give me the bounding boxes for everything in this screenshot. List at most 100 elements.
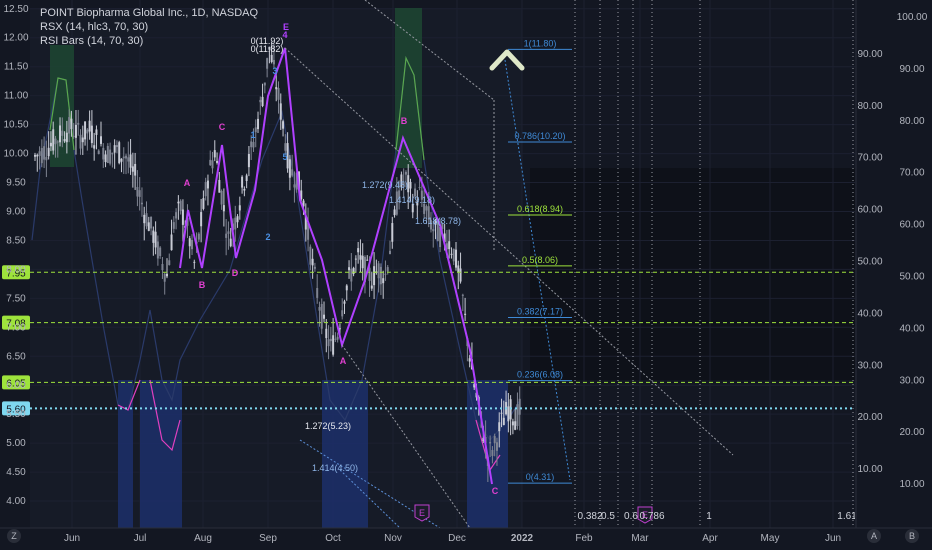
candle-body	[118, 142, 121, 164]
oscillator-axis-tick: 10.00	[857, 464, 882, 475]
candle-body	[115, 145, 118, 148]
candle-body	[445, 243, 448, 250]
candle-body	[175, 212, 178, 219]
auto-scale-label: A	[871, 531, 877, 541]
rsi-overbought-box	[395, 8, 422, 168]
oscillator-axis-tick: 90.00	[899, 64, 924, 75]
candle-body	[134, 163, 137, 176]
oscillator-axis-tick: 30.00	[899, 375, 924, 386]
candle-body	[261, 96, 264, 106]
candle-body	[427, 206, 430, 220]
candle-body	[361, 255, 364, 269]
price-axis-tick: 4.50	[6, 467, 26, 478]
candle-body	[97, 150, 100, 155]
fib-level-label: 0(4.31)	[526, 472, 555, 482]
legend-indicator-rsx[interactable]: RSX (14, hlc3, 70, 30)	[40, 21, 149, 33]
candle-body	[177, 201, 180, 204]
candle-body	[368, 267, 371, 281]
candle-body	[407, 175, 410, 193]
candle-body	[332, 335, 335, 355]
candle-body	[457, 265, 460, 272]
candle-body	[309, 246, 312, 265]
candle-body	[354, 258, 357, 260]
time-fib-label: 0.786	[639, 511, 664, 522]
candle-body	[143, 214, 146, 224]
candle-body	[163, 273, 166, 282]
candle-body	[468, 358, 471, 362]
candle-body	[95, 129, 98, 135]
price-axis-tick: 7.00	[6, 322, 26, 333]
candle-body	[288, 159, 291, 178]
candle-body	[443, 233, 446, 243]
candle-body	[138, 190, 141, 197]
candle-body	[257, 118, 260, 130]
candle-body	[498, 422, 501, 432]
wave-label: C	[492, 486, 499, 496]
candle-body	[400, 174, 403, 188]
scale-settings-icon[interactable]	[905, 529, 919, 543]
price-level-tag-label: 5.60	[6, 404, 26, 415]
candle-body	[81, 137, 84, 143]
price-axis-tick: 11.00	[4, 91, 29, 102]
fib-extension-label: 1.272(9.45)	[362, 180, 408, 190]
zoom-control-label: Z	[11, 531, 17, 541]
candle-body	[341, 310, 344, 317]
candle-body	[343, 301, 346, 304]
candle-body	[213, 150, 216, 158]
price-axis-tick: 8.50	[6, 235, 26, 246]
candle-body	[218, 179, 221, 193]
rsi-oversold-box	[140, 380, 182, 528]
wave-label: B	[199, 280, 206, 290]
oscillator-axis-tick: 20.00	[899, 427, 924, 438]
candle-body	[300, 190, 303, 200]
candle-body	[395, 191, 398, 215]
candle-body	[327, 339, 330, 347]
price-axis-tick: 4.00	[6, 496, 26, 507]
zoom-control-icon[interactable]	[7, 529, 21, 543]
candle-body	[131, 166, 134, 172]
candle-body	[348, 267, 351, 271]
candle-body	[63, 139, 66, 142]
price-axis-tick: 6.00	[6, 380, 26, 391]
auto-scale-icon[interactable]	[867, 529, 881, 543]
candle-body	[179, 200, 182, 211]
earnings-marker-icon	[414, 504, 430, 522]
candle-body	[489, 442, 492, 444]
candle-body	[72, 135, 75, 137]
candle-body	[359, 255, 362, 260]
price-axis-tick: 5.00	[6, 438, 26, 449]
candle-body	[502, 417, 505, 426]
fib-trendline	[339, 469, 401, 529]
candle-body	[270, 54, 273, 62]
candle-body	[222, 205, 225, 212]
candle-body	[473, 384, 476, 388]
oscillator-axis-tick: 60.00	[857, 205, 882, 216]
candle-body	[172, 222, 175, 229]
fib-level-label: 0.5(8.06)	[522, 255, 558, 265]
candle-body	[152, 230, 155, 243]
candle-body	[254, 127, 257, 133]
candle-body	[61, 130, 64, 136]
price-level-tag-label: 6.05	[6, 378, 26, 389]
elliott-wave-path	[179, 47, 493, 485]
candle-body	[432, 229, 435, 232]
oscillator-axis-tick: 80.00	[899, 116, 924, 127]
candle-body	[68, 117, 71, 134]
candle-body	[411, 203, 414, 213]
candle-body	[441, 223, 444, 229]
legend-title[interactable]: POINT Biopharma Global Inc., 1D, NASDAQ	[40, 7, 259, 19]
candle-body	[373, 266, 376, 286]
price-axis-tick: 9.50	[6, 178, 26, 189]
candle-body	[65, 132, 68, 143]
oscillator-axis-tick: 60.00	[899, 220, 924, 231]
candle-body	[252, 141, 255, 148]
candle-body	[59, 125, 62, 143]
candle-body	[416, 201, 419, 206]
candle-body	[70, 118, 73, 130]
legend-indicator-rsi-bars[interactable]: RSI Bars (14, 70, 30)	[40, 35, 144, 47]
time-fib-label: 1.61	[837, 511, 857, 522]
candle-body	[229, 238, 232, 247]
candle-body	[243, 188, 246, 191]
